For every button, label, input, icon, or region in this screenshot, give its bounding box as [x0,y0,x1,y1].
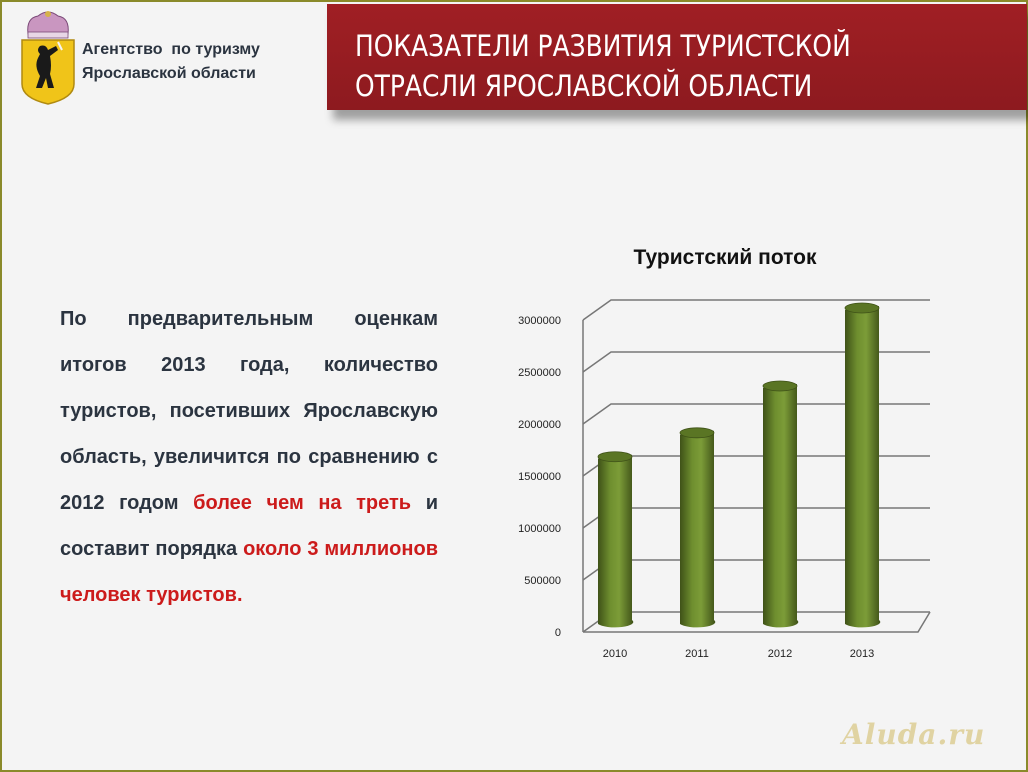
x-tick-label: 2013 [850,648,874,660]
x-tick-label: 2010 [603,648,627,660]
chart-bar-2012 [762,380,799,628]
y-tick-label: 0 [555,627,561,639]
y-tick-label: 2000000 [518,419,561,431]
watermark: Aluda.ru [842,718,986,751]
summary-text-2: и составит порядка [60,492,438,560]
x-axis-ticks: 2010 2011 2012 2013 [603,648,874,660]
y-tick-label: 500000 [524,575,561,587]
y-tick-label: 1000000 [518,523,561,535]
chart-title: Туристский поток [633,246,817,269]
summary-text-1: По предварительным оценкам итогов 2013 г… [60,308,438,514]
org-name-line1: Агентство по туризму [82,41,260,58]
y-tick-label: 3000000 [518,315,561,327]
page-title: ПОКАЗАТЕЛИ РАЗВИТИЯ ТУРИСТСКОЙ ОТРАСЛИ Я… [355,26,851,106]
summary-highlight-1: более чем на треть [193,492,412,514]
x-tick-label: 2011 [685,648,709,660]
chart-bar-2010 [597,451,634,628]
tourist-flow-chart: 0 500000 1000000 1500000 2000000 2500000 30000… [518,299,931,660]
org-name: Агентство по туризму Ярославской области [82,38,260,86]
page-title-line1: ПОКАЗАТЕЛИ РАЗВИТИЯ ТУРИСТСКОЙ [355,29,851,63]
summary-highlight-2: около 3 миллионов человек туристов. [60,538,438,606]
summary-paragraph: По предварительным оценкам итогов 2013 г… [60,296,438,618]
page-title-line2: ОТРАСЛИ ЯРОСЛАВСКОЙ ОБЛАСТИ [355,69,813,103]
x-tick-label: 2012 [768,648,792,660]
y-tick-label: 2500000 [518,367,561,379]
title-banner: ПОКАЗАТЕЛИ РАЗВИТИЯ ТУРИСТСКОЙ ОТРАСЛИ Я… [327,4,1027,110]
chart-bar-2013 [844,302,881,628]
chart-bar-2011 [679,427,716,628]
y-axis-ticks: 0 500000 1000000 1500000 2000000 2500000 30000… [518,315,561,639]
org-name-line2: Ярославской области [82,65,256,82]
chart-bars [597,302,881,628]
coat-of-arms-icon [21,11,75,105]
y-tick-label: 1500000 [518,471,561,483]
